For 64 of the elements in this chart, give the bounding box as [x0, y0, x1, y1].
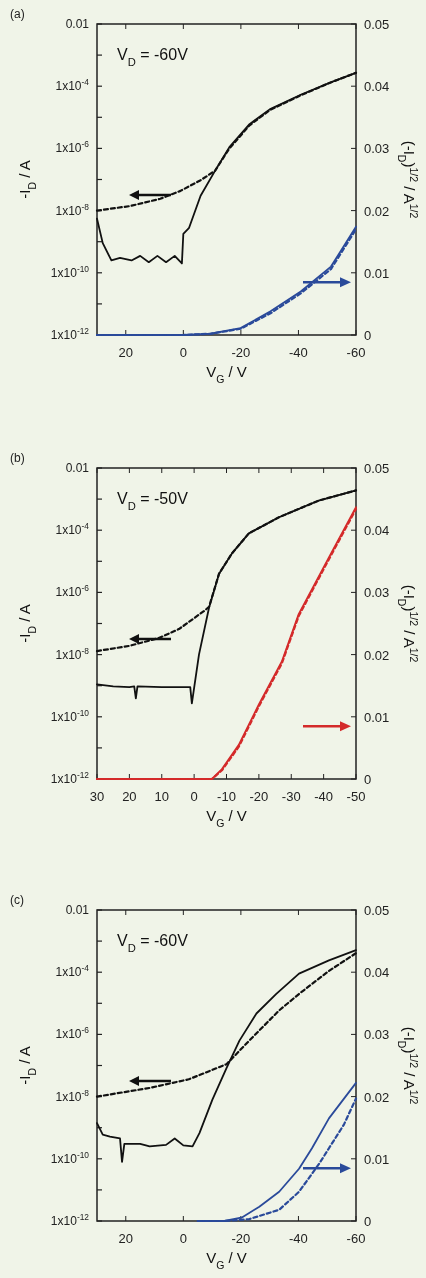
y-tick-label: 1x10$^{-6}$: [55, 583, 90, 600]
x-tick-label: 0: [179, 1231, 187, 1246]
y2-tick-label: 0.04: [364, 79, 390, 95]
x-tick-label: -40: [289, 345, 308, 360]
y2-tick-label: 0.05: [364, 17, 390, 32]
x-tick-label: 20: [122, 789, 137, 804]
y-tick-label: 1x10$^{-4}$: [55, 963, 90, 980]
y2-tick-label: 0.01: [364, 265, 390, 281]
y2-tick-label: 0: [364, 1214, 372, 1229]
y2-tick-label: 0.02: [364, 647, 390, 663]
x-axis-title: V$_{G}$ / V: [206, 807, 247, 829]
chart-title: (c): [10, 893, 24, 907]
x-tick-label: -30: [281, 789, 301, 804]
x-tick-label: -20: [249, 789, 269, 804]
y-tick-label: 0.01: [65, 17, 90, 31]
y-tick-label: 1x10$^{-8}$: [55, 1087, 90, 1104]
y-tick-label: 1x10$^{-12}$: [50, 326, 90, 342]
y-tick-label: 1x10$^{-12}$: [50, 1212, 90, 1228]
y2-tick-label: 0.03: [364, 1027, 390, 1043]
y-tick-label: 1x10$^{-4}$: [55, 77, 90, 94]
x-tick-label: 0: [190, 789, 198, 804]
x-tick-label: -40: [289, 1231, 308, 1246]
y-tick-label: 1x10$^{-8}$: [55, 201, 90, 218]
annotation: V$_{D}$ = -60V: [117, 932, 189, 954]
y2-tick-label: 0.03: [364, 585, 390, 601]
annotation: V$_{D}$ = -60V: [117, 46, 189, 68]
x-tick-label: 20: [118, 345, 134, 360]
x-axis-title: V$_{G}$ / V: [206, 1249, 247, 1271]
x-tick-label: -10: [217, 789, 236, 804]
y2-tick-label: 0: [364, 772, 372, 787]
y2-tick-label: 0.04: [364, 965, 390, 981]
y2-tick-label: 0.05: [364, 903, 390, 918]
x-tick-label: 20: [118, 1231, 134, 1246]
x-tick-label: 0: [179, 345, 187, 360]
annotation: V$_{D}$ = -50V: [117, 490, 189, 512]
y2-tick-label: 0.01: [364, 1151, 390, 1167]
x-tick-label: 10: [154, 789, 169, 804]
x-tick-label: -40: [314, 789, 334, 804]
y-tick-label: 1x10$^{-12}$: [50, 770, 90, 786]
y2-tick-label: 0.03: [364, 141, 390, 157]
y2-tick-label: 0: [364, 328, 372, 343]
x-tick-label: -50: [346, 789, 366, 804]
y-tick-label: 1x10$^{-4}$: [55, 521, 90, 538]
y2-tick-label: 0.02: [364, 203, 390, 219]
y-tick-label: 1x10$^{-10}$: [50, 1149, 90, 1166]
x-tick-label: -20: [231, 345, 251, 360]
y-tick-label: 1x10$^{-6}$: [55, 1025, 90, 1042]
chart-title: (b): [10, 451, 25, 465]
y2-tick-label: 0.02: [364, 1089, 390, 1105]
y-tick-label: 1x10$^{-6}$: [55, 139, 90, 156]
y-tick-label: 0.01: [65, 903, 90, 917]
y2-tick-label: 0.05: [364, 461, 390, 476]
y2-tick-label: 0.01: [364, 709, 390, 725]
x-axis-title: V$_{G}$ / V: [206, 363, 247, 385]
x-tick-label: -20: [231, 1231, 251, 1246]
y-tick-label: 0.01: [65, 461, 90, 475]
y-tick-label: 1x10$^{-10}$: [50, 263, 90, 280]
x-tick-label: -60: [346, 1231, 366, 1246]
y-tick-label: 1x10$^{-10}$: [50, 707, 90, 724]
x-tick-label: 30: [89, 789, 105, 804]
chart-title: (a): [10, 7, 25, 21]
y2-tick-label: 0.04: [364, 523, 390, 539]
x-tick-label: -60: [346, 345, 366, 360]
y-tick-label: 1x10$^{-8}$: [55, 645, 90, 662]
